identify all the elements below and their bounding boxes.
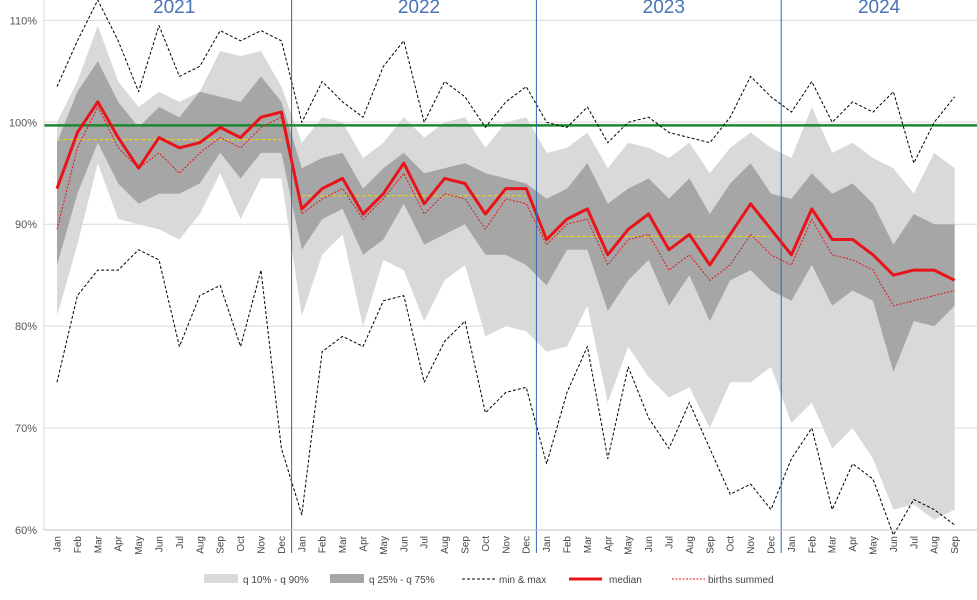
quantile-bands <box>57 25 955 520</box>
x-tick-label: Mar <box>338 535 349 553</box>
x-tick-label: Apr <box>848 535 859 551</box>
x-tick-label: Jun <box>155 536 166 552</box>
min-line <box>56 249 955 536</box>
year-label: 2023 <box>643 0 685 18</box>
x-tick-label: Apr <box>114 535 125 551</box>
x-tick-label: Jan <box>53 536 64 552</box>
y-tick-label: 90% <box>15 219 37 231</box>
year-dividers <box>291 0 782 553</box>
band-q25-q75 <box>57 61 955 372</box>
year-label: 2024 <box>858 0 901 18</box>
x-tick-label: Feb <box>807 536 818 554</box>
x-tick-label: Jan <box>297 536 308 552</box>
year-label: 2021 <box>153 0 195 18</box>
x-tick-label: Feb <box>318 536 329 554</box>
x-tick-label: Jan <box>787 536 798 552</box>
x-tick-label: Nov <box>746 536 757 554</box>
legend-swatch <box>330 574 364 583</box>
x-tick-label: Jul <box>909 536 920 549</box>
x-tick-label: Sep <box>216 536 227 554</box>
x-tick-label: Aug <box>195 536 206 554</box>
x-tick-label: Apr <box>359 535 370 551</box>
y-tick-label: 80% <box>15 321 37 333</box>
x-tick-label: Nov <box>501 536 512 554</box>
x-tick-label: May <box>379 536 390 555</box>
x-tick-label: Dec <box>522 536 533 554</box>
max-line <box>56 0 955 164</box>
x-tick-label: Jun <box>399 536 410 552</box>
x-tick-label: Oct <box>481 536 492 552</box>
x-tick-label: Jul <box>175 536 186 549</box>
axes: 60% 70% 80% 90% 100% 110% 2021 2022 2023 2024 Jan F… <box>9 0 977 555</box>
y-tick-label: 60% <box>15 525 37 537</box>
y-tick-label: 70% <box>15 423 37 435</box>
legend-label: q 10% - q 90% <box>243 575 309 586</box>
x-tick-label: Mar <box>828 535 839 553</box>
y-tick-label: 110% <box>10 15 38 27</box>
x-tick-label: May <box>869 536 880 555</box>
x-tick-label: Jul <box>420 536 431 549</box>
births-summed-line <box>56 106 955 307</box>
x-tick-label: Mar <box>583 535 594 553</box>
x-tick-label: Aug <box>440 536 451 554</box>
x-tick-label: Jun <box>889 536 900 552</box>
x-tick-label: Jun <box>644 536 655 552</box>
x-tick-label: Mar <box>93 535 104 553</box>
x-tick-label: Sep <box>950 536 961 554</box>
legend-swatch <box>204 574 238 583</box>
legend-label: min & max <box>499 575 546 586</box>
y-tick-label: 100% <box>9 117 37 129</box>
x-tick-label: Apr <box>603 535 614 551</box>
legend: q 10% - q 90% q 25% - q 75% min & max media… <box>204 574 774 586</box>
x-tick-label: Feb <box>73 536 84 554</box>
reference-lines <box>44 124 977 238</box>
x-tick-label: Oct <box>726 536 737 552</box>
x-tick-label: Aug <box>685 536 696 554</box>
legend-label: median <box>609 575 642 586</box>
x-tick-label: May <box>624 536 635 555</box>
x-tick-label: Feb <box>563 536 574 554</box>
legend-label: births summed <box>708 575 774 586</box>
median-line <box>55 100 956 282</box>
x-tick-label: Jul <box>665 536 676 549</box>
series-lines <box>55 0 956 536</box>
x-tick-label: Sep <box>461 536 472 554</box>
x-tick-label: May <box>134 536 145 555</box>
x-tick-label: Dec <box>767 536 778 554</box>
x-tick-label: Nov <box>257 536 268 554</box>
x-tick-label: Oct <box>236 536 247 552</box>
year-label: 2022 <box>398 0 440 18</box>
x-tick-label: Sep <box>705 536 716 554</box>
x-tick-label: Aug <box>930 536 941 554</box>
x-tick-label: Jan <box>542 536 553 552</box>
legend-label: q 25% - q 75% <box>369 575 435 586</box>
x-tick-label: Dec <box>277 536 288 554</box>
